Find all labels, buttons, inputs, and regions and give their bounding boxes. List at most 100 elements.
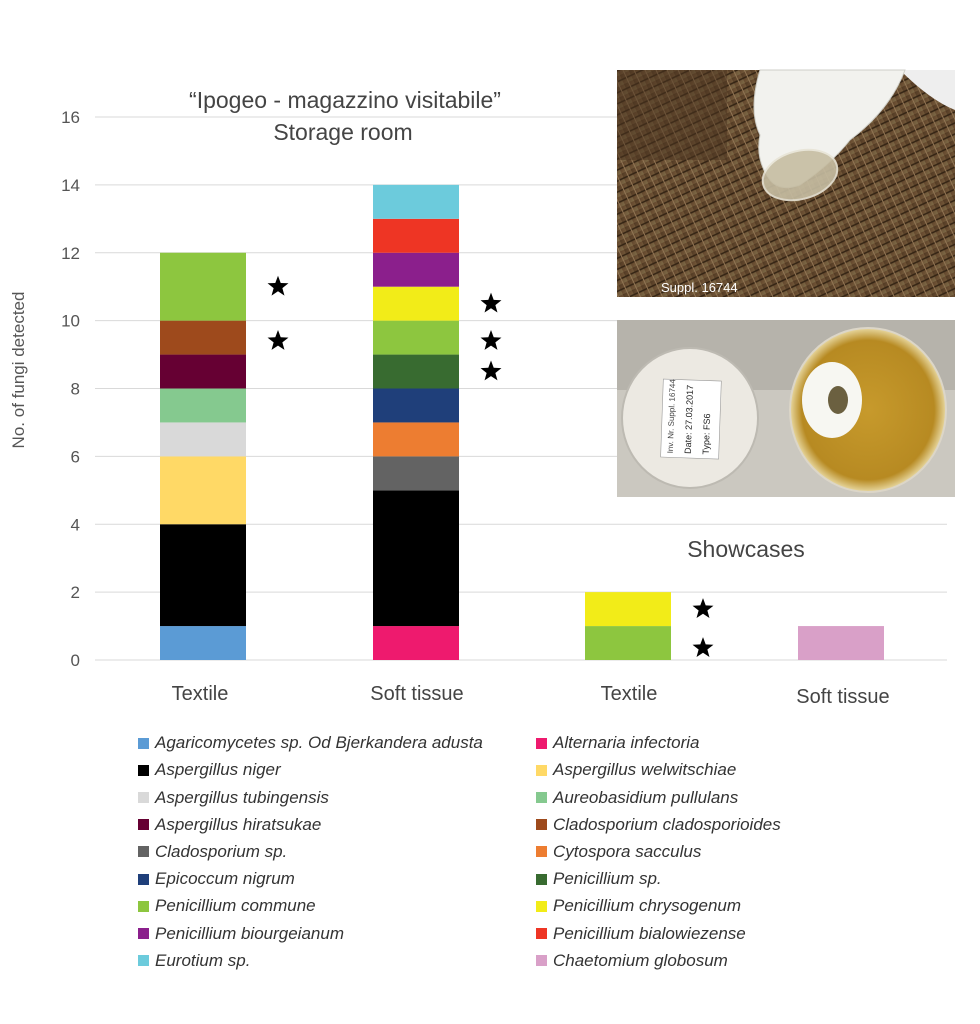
y-tick-label: 0 <box>71 651 80 670</box>
showcases-title: Showcases <box>687 536 805 562</box>
star-marker <box>267 275 289 296</box>
bar-segment <box>373 626 459 660</box>
legend-swatch <box>138 792 149 804</box>
star-marker <box>692 637 714 658</box>
legend-swatch <box>138 928 149 939</box>
x-tick-label: Textile <box>172 683 229 705</box>
petri-label-line-1: Inv. Nr. Suppl. 16744 <box>666 379 678 454</box>
bar-segment <box>373 218 459 253</box>
x-tick-label: Textile <box>601 683 658 705</box>
legend-label: Cladosporium sp. <box>155 841 288 861</box>
legend-label: Penicillium biourgeianum <box>155 923 344 943</box>
legend-swatch <box>536 846 547 858</box>
y-axis-label: No. of fungi detected <box>9 292 28 449</box>
bar-segment <box>373 286 459 321</box>
star-marker <box>267 329 289 350</box>
legend-label: Penicillium commune <box>155 896 316 916</box>
legend-label: Penicillium bialowiezense <box>553 923 746 943</box>
bar-segment <box>373 490 459 627</box>
bar-segment <box>160 626 246 660</box>
legend-item: Aspergillus tubingensis <box>138 787 536 807</box>
legend-swatch <box>536 764 547 776</box>
bar-segment <box>160 456 246 525</box>
y-tick-label: 4 <box>71 515 80 534</box>
bar-segment <box>373 252 459 287</box>
bar-segment <box>160 354 246 389</box>
bar-segment <box>373 184 459 219</box>
legend-item: Penicillium chrysogenum <box>536 896 836 916</box>
x-tick-label: Soft tissue <box>370 683 463 705</box>
legend-label: Cytospora sacculus <box>553 841 702 861</box>
x-tick-label: Soft tissue <box>796 686 889 708</box>
legend-swatch <box>536 955 547 967</box>
star-markers <box>267 275 714 658</box>
y-tick-label: 16 <box>61 108 80 127</box>
legend-swatch <box>536 792 547 804</box>
legend-swatch <box>138 764 149 776</box>
legend-item: Penicillium biourgeianum <box>138 923 536 943</box>
bar-segment <box>160 320 246 355</box>
legend-label: Aspergillus niger <box>155 760 281 780</box>
legend-label: Penicillium chrysogenum <box>553 896 742 916</box>
bar-segment <box>373 354 459 389</box>
petri-label-line-2: Date: 27.03.2017 <box>683 385 695 454</box>
y-axis-ticks: 0 2 4 6 8 10 12 14 16 <box>61 108 80 670</box>
bars <box>160 184 884 660</box>
photo-caption: Suppl. 16744 <box>661 280 738 295</box>
legend-item: Cladosporium cladosporioides <box>536 815 836 835</box>
legend-label: Eurotium sp. <box>155 950 251 970</box>
legend-item: Aspergillus hiratsukae <box>138 815 536 835</box>
legend-swatch <box>536 928 547 939</box>
legend-swatch <box>138 846 149 858</box>
bar-segment <box>585 592 671 627</box>
legend-item: Alternaria infectoria <box>536 733 836 753</box>
legend-item: Aspergillus welwitschiae <box>536 760 836 780</box>
stacked-bar-chart: 0 2 4 6 8 10 12 14 16 No. of fungi detected Supp… <box>9 69 955 708</box>
y-tick-label: 14 <box>61 176 80 195</box>
y-tick-label: 6 <box>71 447 80 466</box>
legend-item: Chaetomium globosum <box>536 951 836 971</box>
bar-segment <box>160 524 246 627</box>
legend-label: Aspergillus hiratsukae <box>155 814 322 834</box>
legend-swatch <box>138 737 149 749</box>
star-marker <box>480 329 502 350</box>
y-tick-label: 12 <box>61 244 80 263</box>
petri-dish-photo: Inv. Nr. Suppl. 16744 Date: 27.03.2017 T… <box>617 320 955 497</box>
star-marker <box>480 292 502 313</box>
star-marker <box>480 360 502 381</box>
bar-segment <box>798 626 884 660</box>
bar-segment <box>373 388 459 423</box>
y-tick-label: 2 <box>71 583 80 602</box>
legend-item: Cytospora sacculus <box>536 842 836 862</box>
bar-segment <box>160 252 246 321</box>
legend-swatch <box>138 955 149 967</box>
y-tick-label: 8 <box>71 380 80 399</box>
legend-label: Chaetomium globosum <box>553 950 728 970</box>
legend-item: Aspergillus niger <box>138 760 536 780</box>
legend-label: Agaricomycetes sp. Od Bjerkandera adusta <box>155 733 483 753</box>
legend-label: Cladosporium cladosporioides <box>553 814 781 834</box>
legend-label: Aureobasidium pullulans <box>553 787 739 807</box>
y-tick-label: 10 <box>61 312 80 331</box>
bar-segment <box>585 626 671 660</box>
legend-item: Agaricomycetes sp. Od Bjerkandera adusta <box>138 733 536 753</box>
legend-item: Penicillium bialowiezense <box>536 923 836 943</box>
legend-item: Penicillium sp. <box>536 869 836 889</box>
legend-item: Eurotium sp. <box>138 951 536 971</box>
legend-label: Penicillium sp. <box>553 869 662 889</box>
legend-label: Aspergillus tubingensis <box>155 787 329 807</box>
legend-swatch <box>536 873 547 885</box>
legend-item: Epicoccum nigrum <box>138 869 536 889</box>
legend-label: Epicoccum nigrum <box>155 869 295 889</box>
legend-swatch <box>536 900 547 912</box>
bar-segment <box>160 388 246 423</box>
legend: Agaricomycetes sp. Od Bjerkandera adusta… <box>138 733 838 971</box>
legend-swatch <box>138 819 149 831</box>
bar-segment <box>373 456 459 491</box>
sampling-photo: Suppl. 16744 <box>617 69 955 297</box>
bar-segment <box>160 422 246 457</box>
petri-label-line-3: Type: FS6 <box>701 413 712 454</box>
legend-swatch <box>536 819 547 831</box>
bar-segment <box>373 422 459 457</box>
legend-item: Penicillium commune <box>138 896 536 916</box>
